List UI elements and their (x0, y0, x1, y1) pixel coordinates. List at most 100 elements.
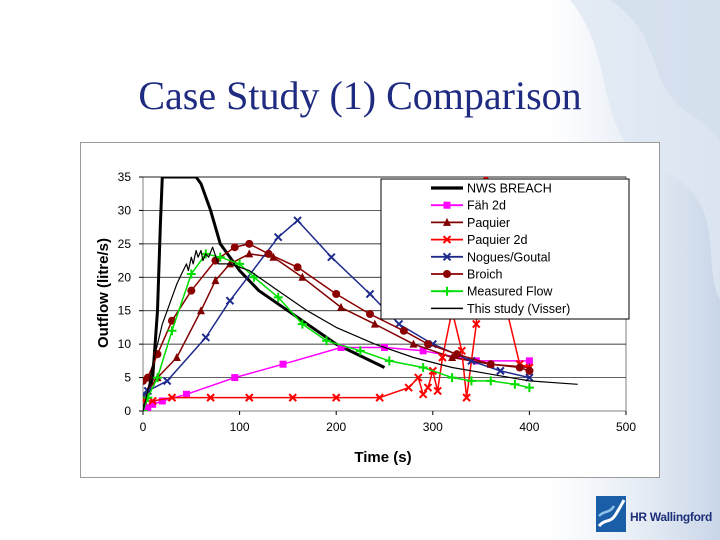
hr-wallingford-logo (596, 496, 626, 532)
series-this-study-visser (143, 246, 578, 411)
broich-point (245, 239, 254, 248)
measured-flow-point (384, 356, 394, 366)
series-measured-flow (143, 249, 534, 411)
paquier-2d-point (245, 393, 254, 402)
measured-flow-point (524, 383, 534, 393)
measured-flow-point (215, 252, 225, 262)
y-tick-label: 25 (118, 237, 132, 251)
legend-broich-point (443, 270, 451, 278)
nogues-goutal-point (293, 216, 302, 225)
paquier-2d-point (423, 383, 433, 392)
nogues-goutal-point (496, 366, 505, 376)
series-layer (143, 177, 578, 411)
series-broich (143, 239, 534, 385)
f-h-2d-point (279, 360, 287, 368)
broich-point (486, 360, 495, 369)
legend-entry-broich: Broich (431, 268, 502, 282)
paquier-2d-point (462, 393, 471, 402)
y-tick-label: 30 (118, 203, 132, 217)
x-tick-label: 100 (230, 420, 250, 434)
legend-label: Nogues/Goutal (467, 250, 550, 264)
legend-label: Measured Flow (467, 285, 553, 299)
f-h-2d-point (149, 400, 157, 408)
broich-point (515, 363, 524, 372)
series-line-nws-breach (143, 177, 386, 411)
paquier-2d-point (375, 393, 384, 402)
broich-point (264, 249, 273, 258)
axes: 0 5 10 15 20 25 30 35 0 100 200 300 400 500 (118, 170, 637, 434)
paquier-2d-point (288, 393, 297, 402)
nogues-goutal-point (365, 289, 375, 299)
paquier-2d-point (148, 396, 157, 406)
paquier-2d-point (404, 383, 413, 392)
slide-title: Case Study (1) Comparison (138, 73, 582, 118)
broich-point (452, 350, 461, 359)
legend-label: Paquier 2d (467, 233, 528, 247)
y-tick-label: 0 (124, 404, 131, 418)
nogues-goutal-point (327, 253, 336, 262)
legend-entry-f-h-2d: Fäh 2d (431, 199, 506, 213)
measured-flow-point (486, 376, 496, 386)
paquier-2d-point (331, 393, 341, 402)
legend-entry-paquier: Paquier (431, 216, 510, 230)
x-tick-label: 300 (423, 420, 443, 434)
paquier-2d-point (438, 353, 447, 362)
paquier-point (211, 276, 220, 285)
f-h-2d-point (337, 343, 345, 351)
measured-flow-point (447, 373, 457, 383)
legend-label: Broich (467, 268, 502, 282)
broich-point (525, 366, 534, 375)
f-h-2d-point (231, 374, 239, 382)
y-tick-label: 35 (118, 170, 132, 184)
legend-measured-flow-point (442, 286, 452, 296)
y-tick-label: 15 (118, 304, 132, 318)
paquier-point (196, 306, 205, 315)
f-h-2d-point (144, 404, 152, 411)
legend-label: Paquier (467, 216, 510, 230)
f-h-2d-point (472, 357, 480, 365)
paquier-point (448, 353, 457, 362)
paquier-point (370, 319, 379, 328)
f-h-2d-point (525, 357, 533, 365)
f-h-2d-point (182, 390, 190, 398)
f-h-2d-point (158, 397, 166, 405)
broich-point (230, 243, 239, 252)
legend-nogues-goutal-point (442, 252, 452, 262)
paquier-point (245, 249, 254, 258)
measured-flow-point (167, 326, 177, 336)
x-tick-label: 500 (616, 420, 636, 434)
measured-flow-point (466, 376, 476, 386)
y-tick-label: 10 (118, 337, 132, 351)
broich-point (423, 340, 432, 349)
measured-flow-point (418, 363, 428, 373)
broich-point (332, 290, 341, 298)
measured-flow-point (322, 336, 332, 346)
x-axis-label: Time (s) (354, 449, 411, 466)
x-tick-label: 0 (140, 420, 147, 434)
legend-paquier-point (443, 217, 451, 226)
x-tick-label: 400 (519, 420, 539, 434)
paquier-point (337, 302, 346, 311)
y-tick-label: 5 (124, 371, 131, 385)
nogues-goutal-point (162, 376, 172, 386)
series-nws-breach (143, 177, 386, 411)
paquier-2d-point (206, 393, 215, 402)
series-line-this-study-visser (143, 246, 578, 411)
y-tick-label: 20 (118, 270, 132, 284)
legend-entry-paquier-2d: Paquier 2d (431, 233, 528, 247)
measured-flow-point (152, 373, 162, 383)
nogues-goutal-point (201, 333, 210, 342)
broich-point (293, 263, 302, 272)
legend-box (380, 178, 630, 320)
legend-paquier-2d-point (442, 235, 452, 244)
paquier-2d-point (414, 373, 423, 382)
nogues-goutal-point (225, 296, 235, 305)
y-axis-label: Outflow (litre/s) (95, 238, 112, 348)
broich-point (399, 326, 408, 335)
series-line-broich (143, 243, 530, 382)
measured-flow-point (186, 269, 196, 279)
paquier-2d-point (167, 393, 177, 402)
x-tick-label: 200 (326, 420, 346, 434)
legend-label: Fäh 2d (467, 199, 506, 213)
